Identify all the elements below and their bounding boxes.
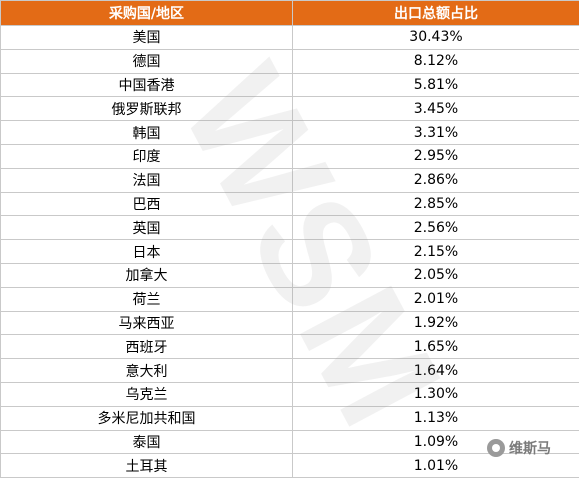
share-cell: 2.56% [293, 216, 579, 240]
country-cell: 法国 [1, 168, 293, 192]
share-cell: 5.81% [293, 73, 579, 97]
column-header-country: 采购国/地区 [1, 1, 293, 26]
share-cell: 1.13% [293, 406, 579, 430]
country-cell: 土耳其 [1, 454, 293, 478]
share-cell: 1.65% [293, 335, 579, 359]
share-cell: 2.15% [293, 240, 579, 264]
country-cell: 多米尼加共和国 [1, 406, 293, 430]
share-cell: 1.64% [293, 359, 579, 383]
country-cell: 荷兰 [1, 287, 293, 311]
share-cell: 2.85% [293, 192, 579, 216]
country-cell: 美国 [1, 26, 293, 50]
country-cell: 日本 [1, 240, 293, 264]
country-cell: 意大利 [1, 359, 293, 383]
table-header-row: 采购国/地区 出口总额占比 [1, 1, 579, 26]
country-cell: 德国 [1, 49, 293, 73]
share-cell: 2.95% [293, 144, 579, 168]
share-cell: 30.43% [293, 26, 579, 50]
share-cell: 2.05% [293, 263, 579, 287]
brand-logo: 维斯马 [487, 438, 551, 458]
country-cell: 韩国 [1, 121, 293, 145]
country-cell: 中国香港 [1, 73, 293, 97]
share-cell: 2.86% [293, 168, 579, 192]
share-cell: 1.30% [293, 382, 579, 406]
share-cell: 1.92% [293, 311, 579, 335]
country-cell: 英国 [1, 216, 293, 240]
country-cell: 马来西亚 [1, 311, 293, 335]
country-cell: 加拿大 [1, 263, 293, 287]
country-cell: 泰国 [1, 430, 293, 454]
country-cell: 西班牙 [1, 335, 293, 359]
share-cell: 3.31% [293, 121, 579, 145]
country-cell: 俄罗斯联邦 [1, 97, 293, 121]
brand-name: 维斯马 [509, 438, 551, 458]
country-cell: 乌克兰 [1, 382, 293, 406]
share-cell: 2.01% [293, 287, 579, 311]
share-cell: 3.45% [293, 97, 579, 121]
share-cell: 8.12% [293, 49, 579, 73]
wechat-icon [487, 439, 505, 457]
column-header-share: 出口总额占比 [293, 1, 579, 26]
country-cell: 印度 [1, 144, 293, 168]
country-cell: 巴西 [1, 192, 293, 216]
